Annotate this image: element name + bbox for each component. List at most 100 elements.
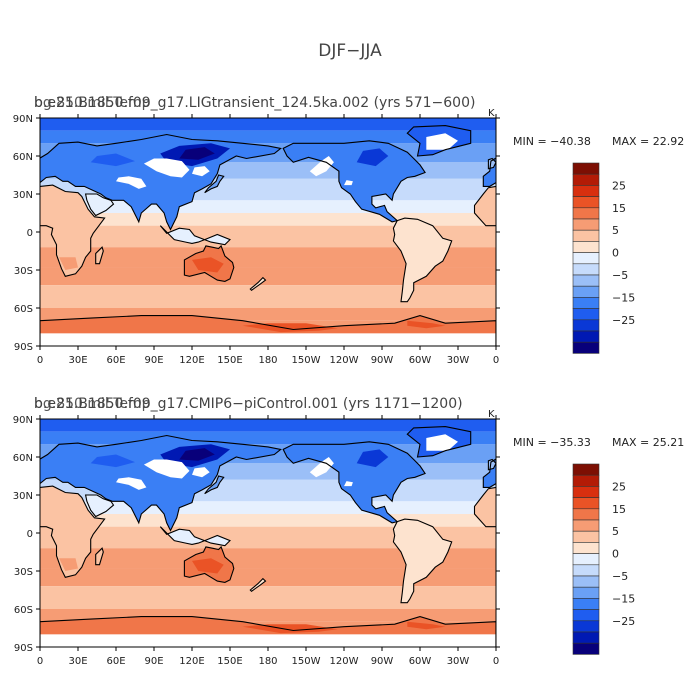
- land-madagascar: [95, 247, 104, 264]
- colorbar-cell: [572, 598, 600, 610]
- coastlines: [40, 426, 689, 647]
- contour-band: [40, 247, 496, 268]
- coastline: [487, 458, 496, 471]
- max-label: MAX = 25.21: [612, 436, 684, 449]
- x-tick-label: 150W: [292, 355, 321, 366]
- colorbar-cell: [572, 530, 600, 543]
- colorbar-label: −25: [612, 314, 635, 327]
- colorbar-cell: [572, 319, 600, 332]
- contour-band: [40, 225, 496, 248]
- colorbar-cell: [572, 308, 600, 321]
- land-new-zealand: [250, 277, 266, 291]
- x-tick-label: 150W: [292, 656, 321, 667]
- colorbar-cell: [572, 564, 600, 577]
- cold-core: [179, 448, 215, 461]
- coastline: [95, 246, 104, 265]
- panel-title: b.e21.B1850.f09_g17.CMIP6−piControl.001 …: [34, 396, 463, 412]
- land-north-america: [283, 441, 426, 523]
- coastline: [183, 244, 235, 282]
- colorbar-cell: [572, 497, 600, 510]
- warm-core: [407, 621, 446, 630]
- land-australia: [640, 547, 689, 583]
- colorbar-label: −15: [612, 592, 635, 605]
- missing-data-patch: [143, 158, 190, 178]
- panel-overlay-label: bg.850.mil.Temp: [34, 95, 151, 111]
- coastline: [392, 217, 453, 303]
- colorbar-cell: [572, 463, 600, 476]
- coastline: [640, 547, 689, 583]
- colorbar-cell: [572, 185, 600, 197]
- colorbar-cell: [572, 642, 600, 655]
- missing-data-patch: [192, 166, 210, 177]
- contour-band: [40, 285, 496, 308]
- missing-data-patch: [426, 434, 458, 451]
- colorbar-cell: [572, 542, 600, 554]
- y-tick-label: 0: [27, 529, 33, 540]
- colorbar-cell: [572, 575, 600, 588]
- x-tick-label: 120W: [330, 355, 359, 366]
- y-tick-label: 90N: [13, 114, 33, 125]
- colorbar-cell: [572, 508, 600, 521]
- coastline: [542, 194, 570, 216]
- missing-data-patch: [192, 467, 210, 478]
- contour-band: [40, 568, 496, 587]
- coastline: [249, 276, 267, 292]
- coastline: [661, 175, 680, 193]
- x-tick-label: 180: [258, 355, 277, 366]
- land-arabia: [542, 495, 570, 517]
- colorbar-cell: [572, 297, 600, 309]
- colorbar-label: 0: [612, 548, 619, 561]
- x-tick-label: 0: [37, 656, 43, 667]
- y-tick-label: 30N: [13, 491, 33, 502]
- x-tick-label: 150E: [217, 656, 242, 667]
- land-indonesia: [616, 226, 686, 245]
- colorbar-cell: [572, 620, 600, 633]
- colorbar-cell: [572, 162, 600, 175]
- coastline: [40, 616, 496, 647]
- colorbar-cell: [572, 553, 600, 566]
- land-japan: [204, 175, 224, 193]
- x-tick-label: 30W: [447, 656, 470, 667]
- x-tick-label: 30E: [68, 656, 87, 667]
- coastline: [204, 475, 225, 495]
- x-tick-label: 180: [258, 656, 277, 667]
- coastline: [552, 548, 560, 565]
- x-tick-label: 120E: [179, 656, 204, 667]
- y-tick-label: 90S: [14, 643, 33, 654]
- coastline: [406, 125, 472, 157]
- colorbar-cell: [572, 519, 600, 532]
- coastline: [661, 476, 680, 494]
- missing-data-band: [40, 333, 496, 346]
- colorbar-label: 5: [612, 224, 619, 237]
- coastline: [204, 174, 225, 194]
- land-africa: [474, 186, 496, 226]
- figure-title: DJF−JJA: [318, 41, 382, 61]
- coastline: [159, 225, 231, 246]
- coastline: [40, 434, 282, 532]
- panel-title: b.e21.B1850.f09_g17.LIGtransient_124.5ka…: [34, 95, 475, 111]
- y-tick-label: 30S: [14, 567, 33, 578]
- warm-core: [59, 558, 78, 571]
- colorbar-cell: [572, 196, 600, 209]
- y-tick-label: 90N: [13, 415, 33, 426]
- y-tick-label: 90S: [14, 342, 33, 353]
- missing-data-patch: [309, 156, 334, 177]
- coastline: [40, 315, 496, 346]
- coastline: [84, 193, 115, 217]
- y-tick-label: 30S: [14, 266, 33, 277]
- missing-data-patch: [116, 176, 147, 189]
- colorbar-label: 25: [612, 480, 626, 493]
- missing-data-patch: [116, 477, 147, 490]
- colorbar-cell: [572, 173, 600, 186]
- warm-core: [192, 558, 224, 574]
- land-madagascar: [552, 247, 560, 264]
- coastline: [552, 247, 560, 264]
- colorbar-label: 15: [612, 202, 626, 215]
- contour-band: [40, 118, 496, 131]
- land-madagascar: [95, 548, 104, 565]
- y-tick-label: 60N: [13, 453, 33, 464]
- coastline: [616, 527, 686, 546]
- land-north-america: [283, 140, 426, 222]
- y-tick-label: 30N: [13, 190, 33, 201]
- colorbar-label: −5: [612, 269, 628, 282]
